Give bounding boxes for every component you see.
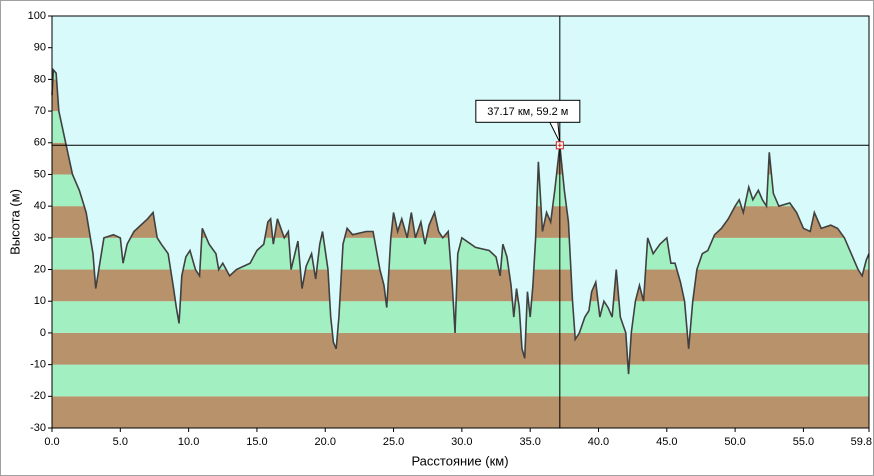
y-tick-label: 80 [34, 73, 46, 85]
y-tick-label: 70 [34, 105, 46, 117]
x-tick-label: 40.0 [588, 436, 609, 448]
elevation-line [51, 67, 870, 375]
x-tick-label: 10.0 [178, 436, 199, 448]
x-axis-title: Расстояние (км) [411, 453, 508, 468]
y-tick-label: 90 [34, 42, 46, 54]
x-tick-label: 25.0 [383, 436, 404, 448]
tooltip-label: 37.17 км, 59.2 м [487, 106, 568, 118]
x-tick-label: 35.0 [519, 436, 540, 448]
y-tick-label: 60 [34, 137, 46, 149]
x-tick-label: 30.0 [451, 436, 472, 448]
elevation-band [52, 269, 869, 302]
x-tick-label: 5.0 [113, 436, 128, 448]
x-tick-label: 50.0 [724, 436, 745, 448]
y-tick-label: 30 [34, 232, 46, 244]
x-tick-label: 59.8 [851, 436, 872, 448]
elevation-band [52, 332, 869, 365]
y-tick-label: 20 [34, 263, 46, 275]
x-tick-label: 45.0 [656, 436, 677, 448]
y-tick-label: 100 [28, 10, 46, 22]
y-tick-label: 40 [34, 200, 46, 212]
y-tick-label: 50 [34, 168, 46, 180]
y-tick-label: -20 [30, 390, 46, 402]
x-tick-label: 15.0 [246, 436, 267, 448]
tooltip-box [475, 99, 581, 123]
y-tick-label: -30 [30, 422, 46, 434]
y-axis-title: Высота (м) [7, 189, 22, 255]
y-tick-label: -10 [30, 359, 46, 371]
elevation-band [52, 301, 869, 333]
y-tick-label: 10 [34, 295, 46, 307]
x-tick-label: 55.0 [793, 436, 814, 448]
x-tick-label: 20.0 [315, 436, 336, 448]
elevation-band [52, 396, 869, 428]
plot-border [51, 15, 870, 429]
y-tick-label: 0 [40, 327, 46, 339]
x-tick-label: 0.0 [44, 436, 59, 448]
elevation-band [52, 364, 869, 397]
